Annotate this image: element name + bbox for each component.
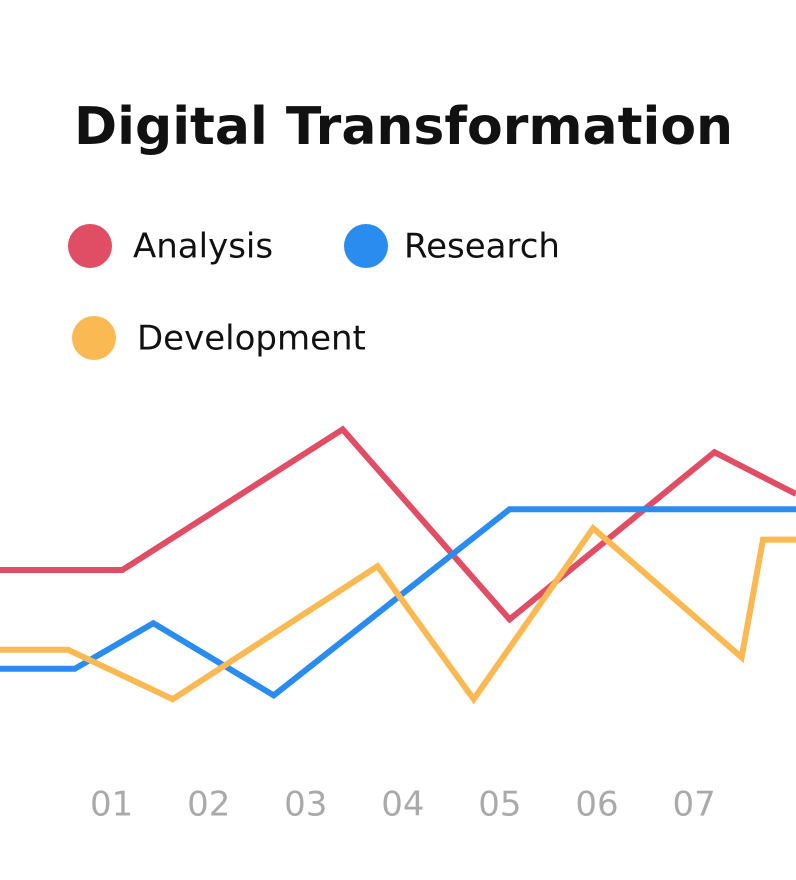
series-line — [0, 523, 796, 705]
legend-marker — [72, 316, 116, 360]
series-line — [0, 506, 796, 700]
legend-label: Research — [404, 227, 560, 267]
x-tick-label: 04 — [381, 785, 424, 825]
series-line — [0, 425, 796, 624]
legend-label: Development — [137, 319, 366, 359]
legend-label: Analysis — [133, 227, 273, 267]
chart-title: Digital Transformation — [74, 97, 733, 157]
x-tick-label: 01 — [90, 785, 133, 825]
x-tick-label: 05 — [478, 785, 521, 825]
legend-marker — [68, 224, 112, 268]
x-tick-label: 03 — [284, 785, 327, 825]
x-tick-label: 06 — [575, 785, 618, 825]
legend-marker — [344, 224, 388, 268]
x-tick-label: 07 — [672, 785, 715, 825]
x-tick-label: 02 — [187, 785, 230, 825]
